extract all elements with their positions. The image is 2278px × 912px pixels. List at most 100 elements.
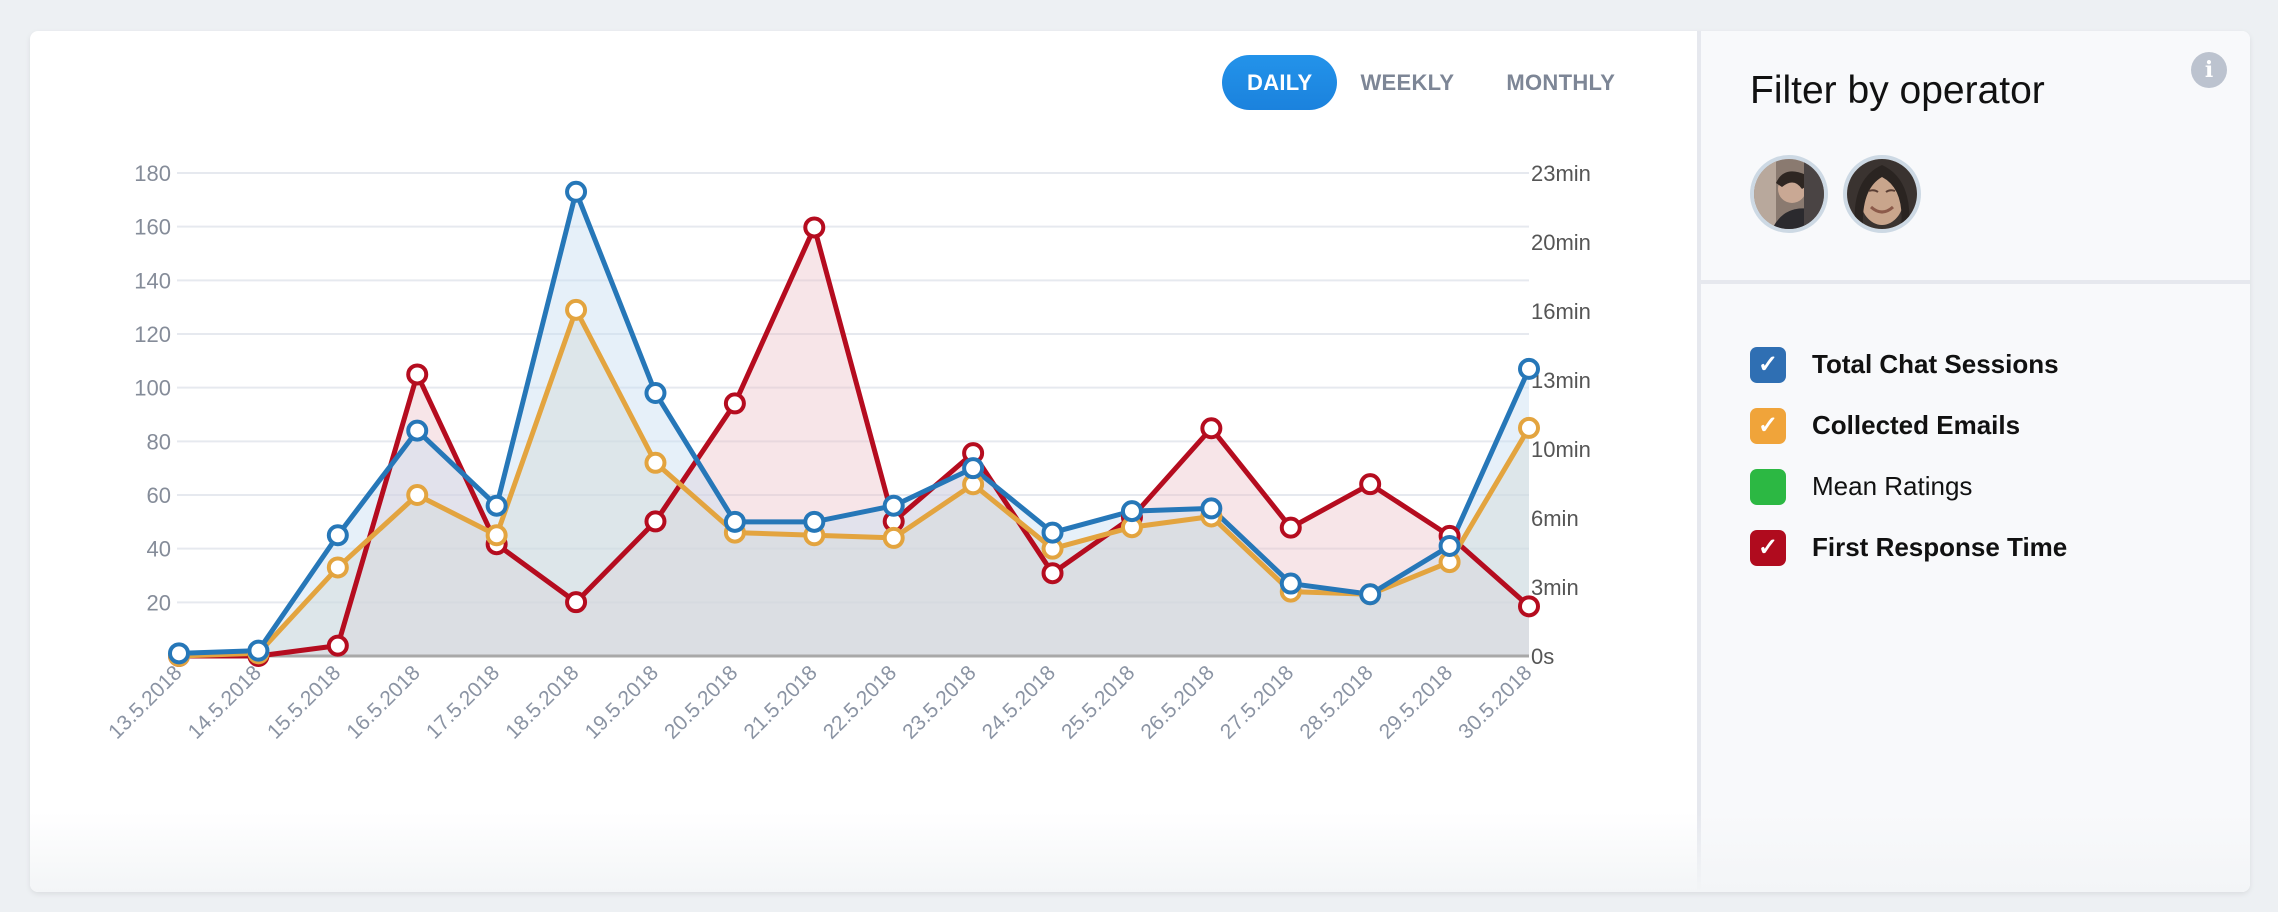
x-tick-label: 26.5.2018 <box>1137 661 1219 743</box>
x-tick-label: 30.5.2018 <box>1454 661 1536 743</box>
checkbox-unchecked-icon[interactable] <box>1750 468 1786 505</box>
y-tick-label-left: 180 <box>134 161 171 186</box>
y-tick-label-right: 3min <box>1531 575 1579 600</box>
y-tick-label-right: 23min <box>1531 161 1591 186</box>
y-tick-label-left: 140 <box>134 268 171 293</box>
y-tick-label-left: 20 <box>147 590 171 615</box>
operator-avatar[interactable] <box>1750 155 1828 233</box>
tab-daily[interactable]: DAILY <box>1222 55 1338 110</box>
x-tick-label: 17.5.2018 <box>422 661 504 743</box>
data-point <box>247 639 270 662</box>
checkbox-checked-icon[interactable]: ✓ <box>1750 407 1786 444</box>
operator-photo-icon <box>1754 159 1824 229</box>
x-tick-label: 15.5.2018 <box>263 661 345 743</box>
data-point <box>168 642 190 665</box>
data-point <box>565 591 588 614</box>
data-point <box>1200 417 1223 440</box>
data-point <box>803 510 826 533</box>
chart-area: DAILY WEEKLY MONTHLY 20 40 60 80 100 120 140 16… <box>30 31 1697 892</box>
series-line-0 <box>178 189 1532 656</box>
data-point <box>962 457 985 480</box>
x-tick-label: 20.5.2018 <box>660 661 742 743</box>
data-point <box>882 494 905 517</box>
data-point <box>565 298 588 321</box>
y-tick-label-left: 100 <box>134 376 171 401</box>
data-point <box>1279 572 1302 595</box>
y-tick-label-right: 10min <box>1531 437 1591 462</box>
y-tick-label-right: 13min <box>1531 368 1591 393</box>
legend-item-collected-emails[interactable]: ✓ Collected Emails <box>1750 395 2067 456</box>
data-point <box>1041 562 1064 585</box>
data-point <box>882 526 905 549</box>
x-tick-label: 29.5.2018 <box>1375 661 1457 743</box>
y-tick-label-right: 20min <box>1531 230 1591 255</box>
legend-item-total-chat-sessions[interactable]: ✓ Total Chat Sessions <box>1750 334 2067 395</box>
checkbox-checked-icon[interactable]: ✓ <box>1750 346 1786 383</box>
data-point <box>1120 500 1143 523</box>
legend-label: Collected Emails <box>1812 410 2021 440</box>
y-tick-label-left: 40 <box>147 537 171 562</box>
panel-title: Filter by operator <box>1750 69 2045 112</box>
series-legend: ✓ Total Chat Sessions ✓ Collected Emails… <box>1750 334 2067 578</box>
data-point <box>1518 357 1540 380</box>
data-point <box>1279 516 1302 539</box>
data-point <box>326 556 349 579</box>
period-tabs: DAILY WEEKLY MONTHLY <box>1222 55 1640 110</box>
series-line-1 <box>178 307 1532 659</box>
x-tick-label: 28.5.2018 <box>1295 661 1377 743</box>
analytics-card: DAILY WEEKLY MONTHLY 20 40 60 80 100 120 140 16… <box>30 31 2250 892</box>
y-tick-label-right: 0s <box>1531 644 1554 669</box>
x-tick-label: 24.5.2018 <box>978 661 1060 743</box>
data-point <box>644 382 667 405</box>
data-point <box>1359 583 1382 606</box>
y-tick-label-left: 120 <box>134 322 171 347</box>
legend-item-mean-ratings[interactable]: Mean Ratings <box>1750 456 2067 517</box>
x-tick-label: 23.5.2018 <box>898 661 980 743</box>
legend-label: Total Chat Sessions <box>1812 349 2059 379</box>
checkbox-checked-icon[interactable]: ✓ <box>1750 529 1786 566</box>
data-point <box>326 524 349 547</box>
legend-item-first-response-time[interactable]: ✓ First Response Time <box>1750 517 2067 578</box>
y-tick-label-right: 16min <box>1531 299 1591 324</box>
series-area-0 <box>179 191 1529 657</box>
x-tick-label: 18.5.2018 <box>501 661 583 743</box>
data-point <box>485 524 508 547</box>
series-area-2 <box>179 227 1529 656</box>
y-tick-label-left: 80 <box>147 429 171 454</box>
data-point <box>644 510 667 533</box>
data-point <box>565 180 588 203</box>
legend-label: First Response Time <box>1812 532 2068 562</box>
data-point <box>644 451 667 474</box>
data-point <box>1518 595 1540 618</box>
y-tick-label-right: 6min <box>1531 506 1579 531</box>
tab-weekly[interactable]: WEEKLY <box>1360 70 1455 95</box>
x-tick-label: 19.5.2018 <box>581 661 663 743</box>
series-area-1 <box>179 309 1529 656</box>
data-point <box>326 634 349 657</box>
data-point <box>723 392 746 415</box>
x-tick-label: 25.5.2018 <box>1057 661 1139 743</box>
filter-panel: Filter by operator i <box>1697 31 2250 892</box>
x-tick-label: 22.5.2018 <box>819 661 901 743</box>
x-tick-label: 21.5.2018 <box>739 661 821 743</box>
y-tick-label-left: 60 <box>147 483 171 508</box>
data-point <box>406 363 429 386</box>
data-point <box>1438 534 1461 557</box>
line-chart: 20 40 60 80 100 120 140 160 180 0s 3min 6min 10min 13… <box>104 161 1591 744</box>
operator-avatars <box>1750 155 1921 233</box>
tab-monthly[interactable]: MONTHLY <box>1506 70 1616 95</box>
series-line-2 <box>179 224 1531 659</box>
x-tick-label: 16.5.2018 <box>342 661 424 743</box>
data-point <box>1200 497 1223 520</box>
data-point <box>406 484 429 506</box>
x-tick-label: 13.5.2018 <box>104 661 186 743</box>
operator-filter-section: Filter by operator i <box>1701 31 2250 284</box>
data-point <box>803 216 826 239</box>
info-icon[interactable]: i <box>2191 52 2227 88</box>
legend-label: Mean Ratings <box>1812 471 1973 501</box>
data-point <box>1041 521 1064 544</box>
data-point <box>406 419 429 442</box>
data-point <box>723 510 746 533</box>
operator-photo-icon <box>1847 159 1917 229</box>
operator-avatar[interactable] <box>1843 155 1921 233</box>
